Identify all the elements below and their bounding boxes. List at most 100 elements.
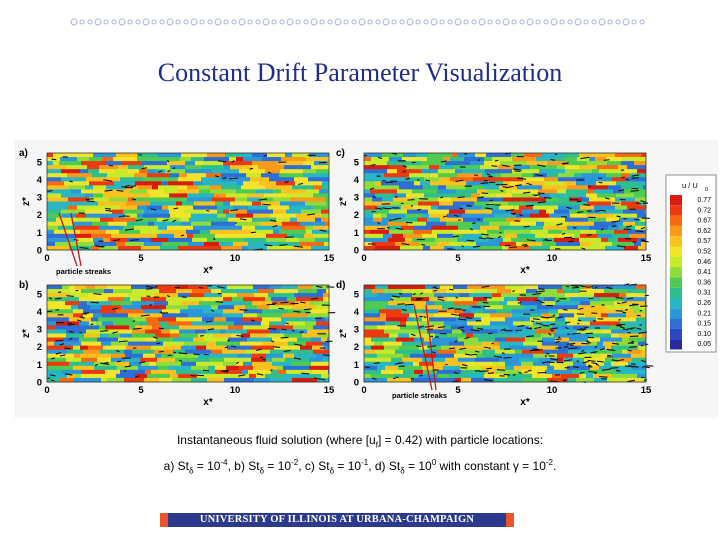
panel-c (363, 152, 650, 251)
field-cell (579, 153, 594, 158)
field-cell (438, 153, 452, 158)
field-cell (91, 317, 98, 322)
field-cell (124, 349, 132, 355)
colorbar-swatch (670, 236, 682, 247)
particle-streak (421, 243, 426, 246)
particle-streak (578, 307, 584, 311)
field-cell (449, 373, 467, 379)
particle-streak (500, 189, 504, 193)
particle-streak (118, 215, 125, 218)
field-cell (625, 329, 646, 334)
bubble-ornament (574, 18, 582, 26)
field-cell (592, 353, 600, 359)
particle-streak (482, 301, 489, 304)
field-cell (524, 153, 542, 158)
bubble-ornament (247, 19, 253, 25)
field-cell (594, 205, 615, 210)
field-cell (47, 189, 71, 194)
field-cell (278, 369, 286, 375)
field-cell (243, 313, 257, 318)
field-cell (413, 229, 432, 235)
field-cell (542, 341, 569, 347)
field-cell (567, 365, 590, 371)
field-cell (568, 377, 576, 383)
field-cell (292, 377, 317, 383)
field-cell (235, 289, 258, 294)
particle-streak (517, 177, 527, 180)
field-cell (585, 313, 601, 318)
field-cell (201, 177, 220, 182)
field-cell (590, 365, 599, 371)
field-cell (422, 341, 449, 347)
particle-streak (480, 182, 489, 185)
y-axis-label: z* (338, 329, 349, 338)
field-cell (501, 173, 522, 178)
field-cell (223, 373, 249, 379)
field-cell (406, 301, 426, 306)
particle-streak (273, 346, 281, 348)
field-cell (122, 161, 142, 166)
field-cell (379, 309, 401, 314)
field-cell (412, 189, 437, 194)
field-cell (118, 245, 141, 251)
field-cell (223, 161, 231, 166)
field-cell (319, 333, 329, 338)
field-cell (280, 169, 303, 174)
field-cell (393, 197, 411, 202)
field-cell (594, 293, 603, 298)
field-cell (627, 321, 646, 326)
field-cell (47, 165, 66, 170)
field-cell (322, 181, 329, 186)
field-cell (221, 289, 235, 294)
field-cell (224, 169, 239, 174)
field-cell (492, 157, 512, 162)
particle-streak (320, 378, 326, 381)
field-cell (132, 329, 145, 334)
field-cell (386, 317, 407, 322)
field-cell (414, 317, 422, 322)
field-cell (524, 225, 543, 231)
field-cell (479, 245, 502, 251)
particle-streak (235, 361, 240, 364)
field-cell (240, 165, 251, 170)
panel-b (46, 284, 336, 383)
field-cell (456, 349, 482, 355)
field-cell (146, 317, 158, 322)
field-cell (143, 213, 163, 219)
field-cell (434, 313, 459, 318)
field-cell (501, 293, 521, 298)
field-cell (169, 209, 184, 215)
particle-streak (469, 353, 477, 356)
particle-streak (619, 326, 625, 329)
field-cell (364, 233, 383, 239)
field-cell (623, 221, 635, 227)
field-cell (258, 289, 274, 294)
field-cell (47, 333, 66, 338)
particle-streak (611, 342, 619, 345)
panel-label: c) (336, 148, 345, 159)
field-cell (440, 217, 463, 223)
field-cell (288, 349, 313, 355)
particle-streak (638, 331, 647, 334)
field-cell (178, 373, 197, 379)
field-cell (389, 229, 413, 235)
x-tick-label: 5 (455, 253, 461, 264)
field-cell (574, 233, 580, 239)
particle-streak (521, 243, 528, 246)
field-cell (69, 245, 92, 251)
particle-streak (410, 377, 414, 380)
field-cell (303, 161, 314, 166)
field-cell (178, 189, 199, 194)
field-cell (193, 205, 217, 210)
field-cell (271, 297, 287, 302)
field-cell (139, 337, 145, 342)
field-cell (205, 313, 222, 318)
field-cell (233, 241, 248, 247)
field-cell (90, 305, 101, 310)
field-cell (261, 173, 279, 178)
field-cell (325, 221, 329, 227)
field-cell (627, 205, 646, 210)
field-cell (573, 361, 586, 367)
particle-streak (55, 297, 62, 300)
field-cell (585, 177, 612, 182)
